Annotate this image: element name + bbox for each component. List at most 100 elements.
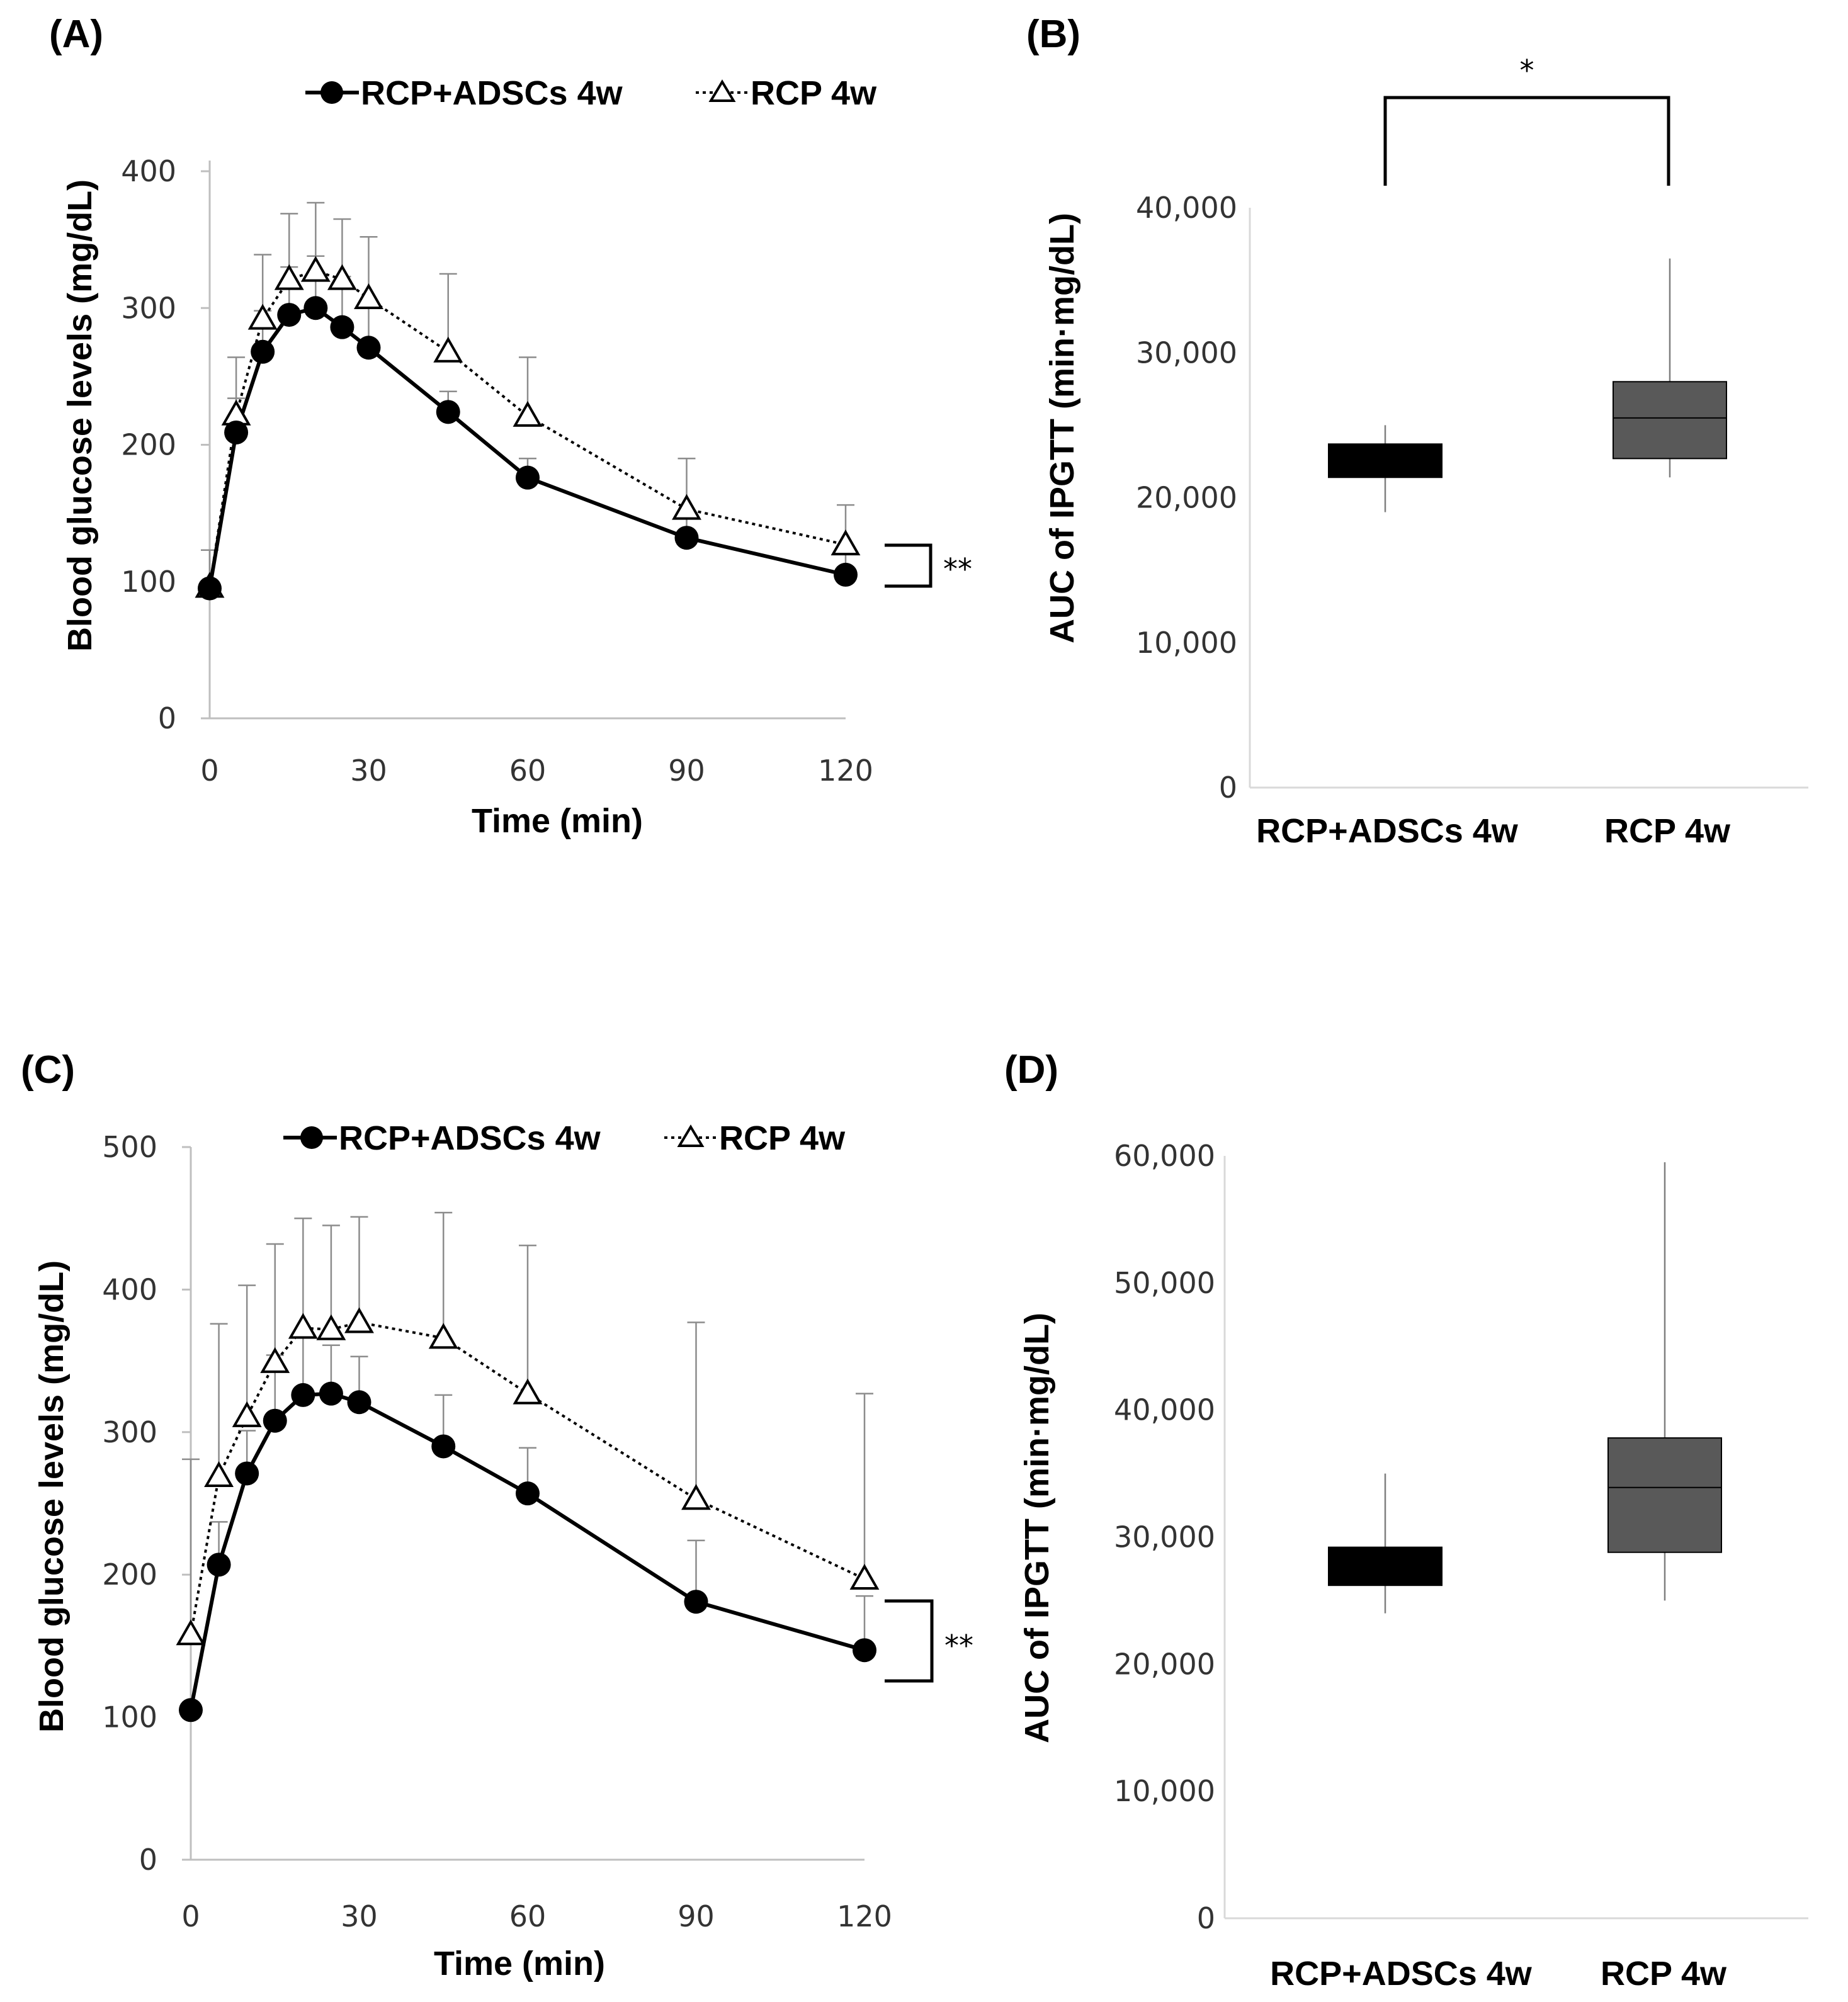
data-point-rcp <box>672 494 701 520</box>
y-tick-label: 400 <box>102 1272 157 1306</box>
data-point-rcp-adscs <box>251 339 275 364</box>
y-tick-label: 60,000 <box>1114 1139 1215 1173</box>
significance-label-a: ** <box>943 552 972 586</box>
data-point-rcp-adscs <box>356 336 381 360</box>
data-point-rcp <box>681 1484 711 1510</box>
y-tick-label: 500 <box>102 1130 157 1164</box>
markers-a <box>195 256 861 601</box>
data-point-rcp <box>260 1347 290 1373</box>
series-line-rcp <box>208 269 846 587</box>
data-point-rcp-adscs <box>198 576 222 601</box>
data-point-rcp-adscs <box>224 420 249 444</box>
data-point-rcp <box>274 264 304 290</box>
legend-a-marker-adscs <box>320 81 343 104</box>
markers-c <box>176 1307 880 1722</box>
significance-bracket-a: ** <box>885 543 972 588</box>
significance-label-c: ** <box>944 1629 973 1663</box>
y-tick-label: 20,000 <box>1136 481 1237 515</box>
x-axis-title-c: Time (min) <box>434 1945 605 1982</box>
tick-labels-d: 0 10,000 20,000 30,000 40,000 50,000 60,000 <box>1114 1139 1215 1935</box>
legend-c: RCP+ADSCs 4w RCP 4w <box>283 1119 846 1157</box>
y-tick-label: 50,000 <box>1114 1266 1215 1300</box>
bracket-a <box>885 543 933 588</box>
data-point-rcp-adscs <box>516 465 540 490</box>
y-tick-label: 200 <box>102 1558 157 1592</box>
box-rcp <box>1613 381 1727 460</box>
y-tick-label: 300 <box>102 1415 157 1449</box>
panel-label-c: (C) <box>21 1048 75 1092</box>
panel-label-b: (B) <box>1026 13 1080 56</box>
data-point-rcp <box>428 1323 458 1349</box>
box-rcp-adscs <box>1328 443 1443 478</box>
data-point-rcp <box>513 1378 543 1405</box>
panel-label-a: (A) <box>49 13 103 56</box>
legend-a-marker-rcp <box>708 79 736 102</box>
y-axis-title-c: Blood glucose levels (mg/dL) <box>33 1260 71 1733</box>
x-tick-label: 90 <box>677 1899 715 1933</box>
data-point-rcp-adscs <box>853 1638 876 1663</box>
data-point-rcp <box>433 336 463 363</box>
data-point-rcp-adscs <box>330 315 354 339</box>
data-point-rcp-adscs <box>347 1390 371 1415</box>
y-tick-label: 30,000 <box>1136 336 1237 370</box>
panel-a: (A) RCP+ADSCs 4w RCP 4w 0 100 200 300 400 0 30… <box>49 13 972 840</box>
panel-b: (B) 0 10,000 20,000 30,000 40,000 AUC of IPG… <box>1026 13 1808 850</box>
error-bars-c <box>182 1211 873 1651</box>
tick-labels-b: 0 10,000 20,000 30,000 40,000 <box>1136 191 1237 805</box>
data-point-rcp <box>354 283 383 310</box>
y-tick-label: 300 <box>121 291 176 325</box>
legend-a-label-adscs: RCP+ADSCs 4w <box>361 74 623 112</box>
y-tick-label: 400 <box>121 154 176 188</box>
x-tick-label: 30 <box>350 754 387 788</box>
data-point-rcp <box>316 1314 346 1340</box>
box-rcp <box>1607 1437 1722 1553</box>
series-lines-a <box>208 269 846 589</box>
data-point-rcp <box>849 1563 880 1590</box>
x-tick-label: 0 <box>200 754 218 788</box>
data-point-rcp-adscs <box>674 526 699 550</box>
legend-c-label-adscs: RCP+ADSCs 4w <box>339 1119 601 1157</box>
y-axis-title-b: AUC of IPGTT (min·mg/dL) <box>1043 213 1081 643</box>
data-point-rcp-adscs <box>436 400 460 424</box>
category-label-d-adscs: RCP+ADSCs 4w <box>1270 1955 1533 1993</box>
tick-labels-a: 0 100 200 300 400 0 30 60 90 120 <box>121 154 873 788</box>
axes-b <box>1249 208 1808 789</box>
significance-bracket-c: ** <box>885 1599 973 1683</box>
data-point-rcp <box>232 1401 262 1427</box>
series-line-rcp-adscs <box>208 305 846 589</box>
x-tick-label: 60 <box>509 1899 547 1933</box>
panel-c: (C) RCP+ADSCs 4w RCP 4w 0100200300400500… <box>21 1048 973 1982</box>
data-point-rcp <box>176 1619 206 1646</box>
y-tick-label: 30,000 <box>1114 1520 1215 1554</box>
data-point-rcp <box>288 1313 318 1339</box>
tick-labels-c: 0 100 200 300 400 500 0 30 60 90 120 <box>102 1130 892 1933</box>
significance-bracket-b: * <box>1383 54 1670 186</box>
x-tick-label: 120 <box>837 1899 892 1933</box>
y-tick-label: 100 <box>121 565 176 599</box>
y-axis-title-d: AUC of IPGTT (min·mg/dL) <box>1018 1313 1056 1743</box>
y-tick-label: 40,000 <box>1114 1393 1215 1427</box>
y-tick-label: 0 <box>139 1843 157 1877</box>
legend-c-marker-rcp <box>677 1124 705 1147</box>
significance-label-b: * <box>1520 54 1534 88</box>
data-point-rcp-adscs <box>834 562 858 587</box>
data-point-rcp-adscs <box>207 1552 231 1577</box>
data-point-rcp-adscs <box>516 1481 540 1506</box>
y-tick-label: 20,000 <box>1114 1647 1215 1681</box>
boxes-b <box>1328 258 1727 512</box>
data-point-rcp-adscs <box>179 1698 203 1722</box>
panel-d: (D) 0 10,000 20,000 30,000 40,000 50,000 60,00… <box>1004 1048 1808 1993</box>
y-tick-label: 200 <box>121 428 176 462</box>
panel-label-d: (D) <box>1004 1048 1058 1092</box>
data-point-rcp-adscs <box>684 1590 708 1614</box>
bracket-c <box>885 1599 934 1683</box>
data-point-rcp-adscs <box>431 1434 456 1459</box>
legend-a: RCP+ADSCs 4w RCP 4w <box>305 74 877 112</box>
data-point-rcp <box>344 1307 374 1333</box>
bracket-b <box>1383 96 1670 186</box>
x-tick-label: 90 <box>668 754 705 788</box>
y-tick-label: 10,000 <box>1136 626 1237 660</box>
legend-c-marker-adscs <box>300 1126 323 1149</box>
category-label-b-rcp: RCP 4w <box>1604 812 1731 850</box>
